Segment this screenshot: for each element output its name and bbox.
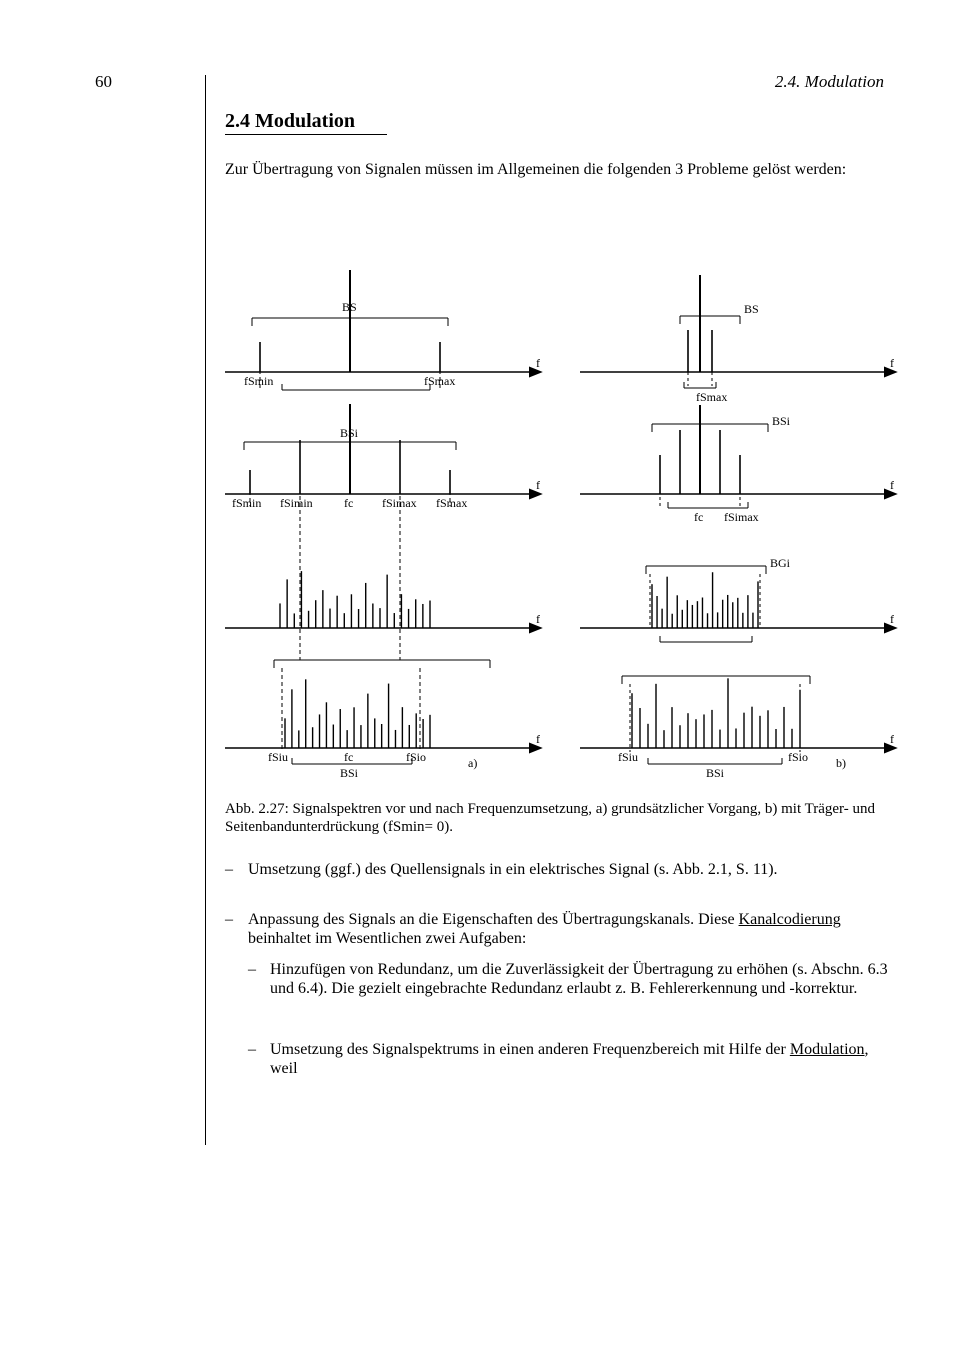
r4-bsi: BSi: [706, 766, 724, 780]
figure-svg: [0, 0, 954, 800]
l2-bsi: BSi: [340, 426, 358, 440]
page: 60 2.4. Modulation 2.4 Modulation Zur Üb…: [0, 0, 954, 1351]
bullet-1: Umsetzung (ggf.) des Quellensignals in e…: [248, 860, 888, 879]
r2-f: f: [890, 478, 894, 492]
r4-f: f: [890, 732, 894, 746]
b2-pre: Anpassung des Signals an die Eigenschaft…: [248, 911, 739, 928]
l4-fc: fc: [344, 750, 353, 764]
r2-fsimax: fSimax: [724, 510, 759, 524]
l1-fsmax: fSmax: [424, 374, 455, 388]
l2-fsimax: fSimax: [382, 496, 417, 510]
figure-caption: Abb. 2.27: Signalspektren vor und nach F…: [225, 800, 890, 836]
l2-fsmin: fSmin: [232, 496, 261, 510]
r3-bgi: BGi: [770, 556, 790, 570]
bullet-1-marker: –: [225, 860, 233, 879]
bullet-2b-marker: –: [248, 1040, 256, 1059]
l4-a: a): [468, 756, 477, 770]
r1-bs: BS: [744, 302, 759, 316]
r2-bsi: BSi: [772, 414, 790, 428]
l4-bsi: BSi: [340, 766, 358, 780]
l3-f: f: [536, 612, 540, 626]
r4-b: b): [836, 756, 846, 770]
r4-fsio: fSio: [788, 750, 808, 764]
bullet-2b: Umsetzung des Signalspektrums in einen a…: [270, 1040, 888, 1078]
r1-f: f: [890, 356, 894, 370]
l4-fsio: fSio: [406, 750, 426, 764]
bullet-2a: Hinzufügen von Redundanz, um die Zuverlä…: [270, 960, 888, 998]
r3-f: f: [890, 612, 894, 626]
b2b-u: Modulation: [790, 1041, 865, 1058]
bullet-2: Anpassung des Signals an die Eigenschaft…: [248, 910, 888, 948]
bullet-2a-marker: –: [248, 960, 256, 979]
r1-fsmax: fSmax: [696, 390, 727, 404]
l2-fc: fc: [344, 496, 353, 510]
b2b-pre: Umsetzung des Signalspektrums in einen a…: [270, 1041, 790, 1058]
l2-f: f: [536, 478, 540, 492]
b2-u: Kanalcodierung: [739, 911, 841, 928]
b2-post: beinhaltet im Wesentlichen zwei Aufgaben…: [248, 930, 526, 947]
bullet-2-marker: –: [225, 910, 233, 929]
l4-fsiu: fSiu: [268, 750, 288, 764]
r4-fsiu: fSiu: [618, 750, 638, 764]
l1-fsmin: fSmin: [244, 374, 273, 388]
l4-f: f: [536, 732, 540, 746]
l1-bs: BS: [342, 300, 357, 314]
l2-fsimin: fSimin: [280, 496, 313, 510]
l1-f: f: [536, 356, 540, 370]
l2-fsmax: fSmax: [436, 496, 467, 510]
r2-fc: fc: [694, 510, 703, 524]
